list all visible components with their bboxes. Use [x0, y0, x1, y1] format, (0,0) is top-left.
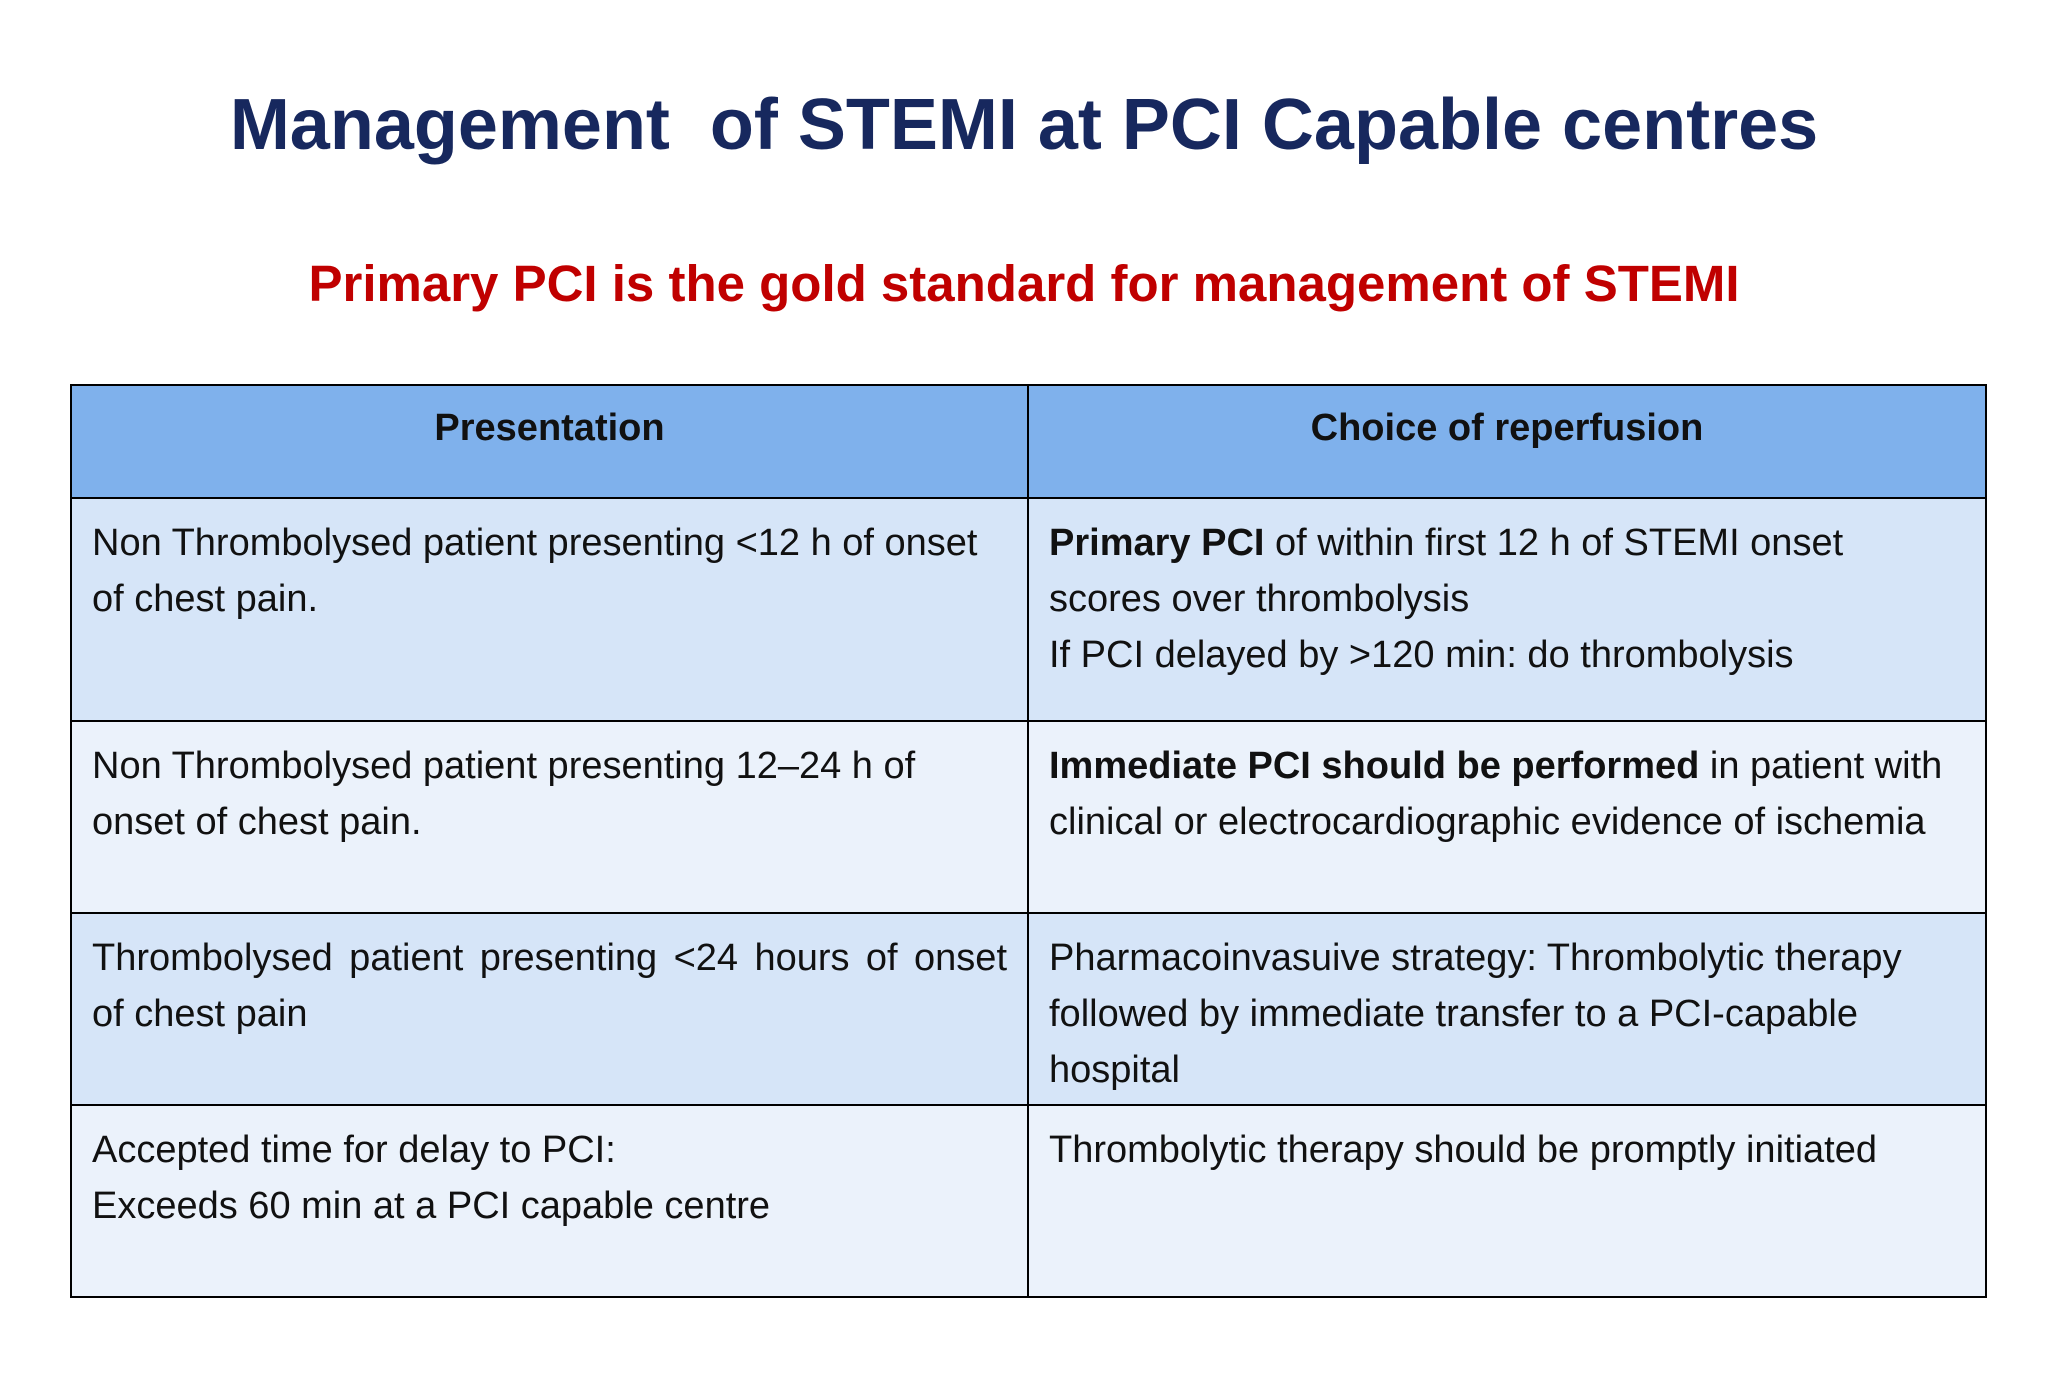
reperfusion-table: Presentation Choice of reperfusion Non T… [70, 384, 1987, 1298]
table-row: Accepted time for delay to PCI: Exceeds … [70, 1104, 1987, 1298]
presentation-line-1: Accepted time for delay to PCI: [92, 1129, 616, 1171]
slide-subtitle: Primary PCI is the gold standard for man… [308, 255, 1740, 312]
presentation-text: Non Thrombolysed patient presenting <12 … [92, 522, 978, 620]
cell-presentation: Non Thrombolysed patient presenting <12 … [70, 497, 1029, 722]
presentation-text: Thrombolysed patient presenting <24 hour… [92, 937, 1007, 1035]
cell-presentation: Accepted time for delay to PCI: Exceeds … [70, 1104, 1029, 1298]
cell-presentation: Thrombolysed patient presenting <24 hour… [70, 912, 1029, 1106]
reperfusion-rest: of within first 12 h of STEMI onset scor… [1049, 522, 1844, 620]
header-presentation: Presentation [70, 384, 1029, 499]
reperfusion-bold: Primary PCI [1049, 522, 1265, 564]
table-header-row: Presentation Choice of reperfusion [70, 384, 1987, 499]
cell-presentation: Non Thrombolysed patient presenting 12–2… [70, 720, 1029, 914]
presentation-text: Non Thrombolysed patient presenting 12–2… [92, 745, 916, 843]
header-choice-of-reperfusion: Choice of reperfusion [1027, 384, 1987, 499]
cell-reperfusion: Immediate PCI should be performed in pat… [1027, 720, 1987, 914]
reperfusion-text: Thrombolytic therapy should be promptly … [1049, 1129, 1877, 1171]
table-row: Non Thrombolysed patient presenting <12 … [70, 497, 1987, 722]
cell-reperfusion: Thrombolytic therapy should be promptly … [1027, 1104, 1987, 1298]
presentation-line-2: Exceeds 60 min at a PCI capable centre [92, 1185, 771, 1227]
reperfusion-bold: Immediate PCI should be performed [1049, 745, 1700, 787]
cell-reperfusion: Pharmacoinvasuive strategy: Thrombolytic… [1027, 912, 1987, 1106]
reperfusion-rest: in patient with clinical or electrocardi… [1049, 745, 1943, 843]
table-row: Non Thrombolysed patient presenting 12–2… [70, 720, 1987, 914]
slide-title: Management of STEMI at PCI Capable centr… [229, 85, 1819, 165]
reperfusion-text: Pharmacoinvasuive strategy: Thrombolytic… [1049, 937, 1902, 1091]
cell-reperfusion: Primary PCI of within first 12 h of STEM… [1027, 497, 1987, 722]
reperfusion-line: Primary PCI of within first 12 h of STEM… [1049, 515, 1965, 627]
table-row: Thrombolysed patient presenting <24 hour… [70, 912, 1987, 1106]
reperfusion-line-2: If PCI delayed by >120 min: do thromboly… [1049, 634, 1794, 676]
